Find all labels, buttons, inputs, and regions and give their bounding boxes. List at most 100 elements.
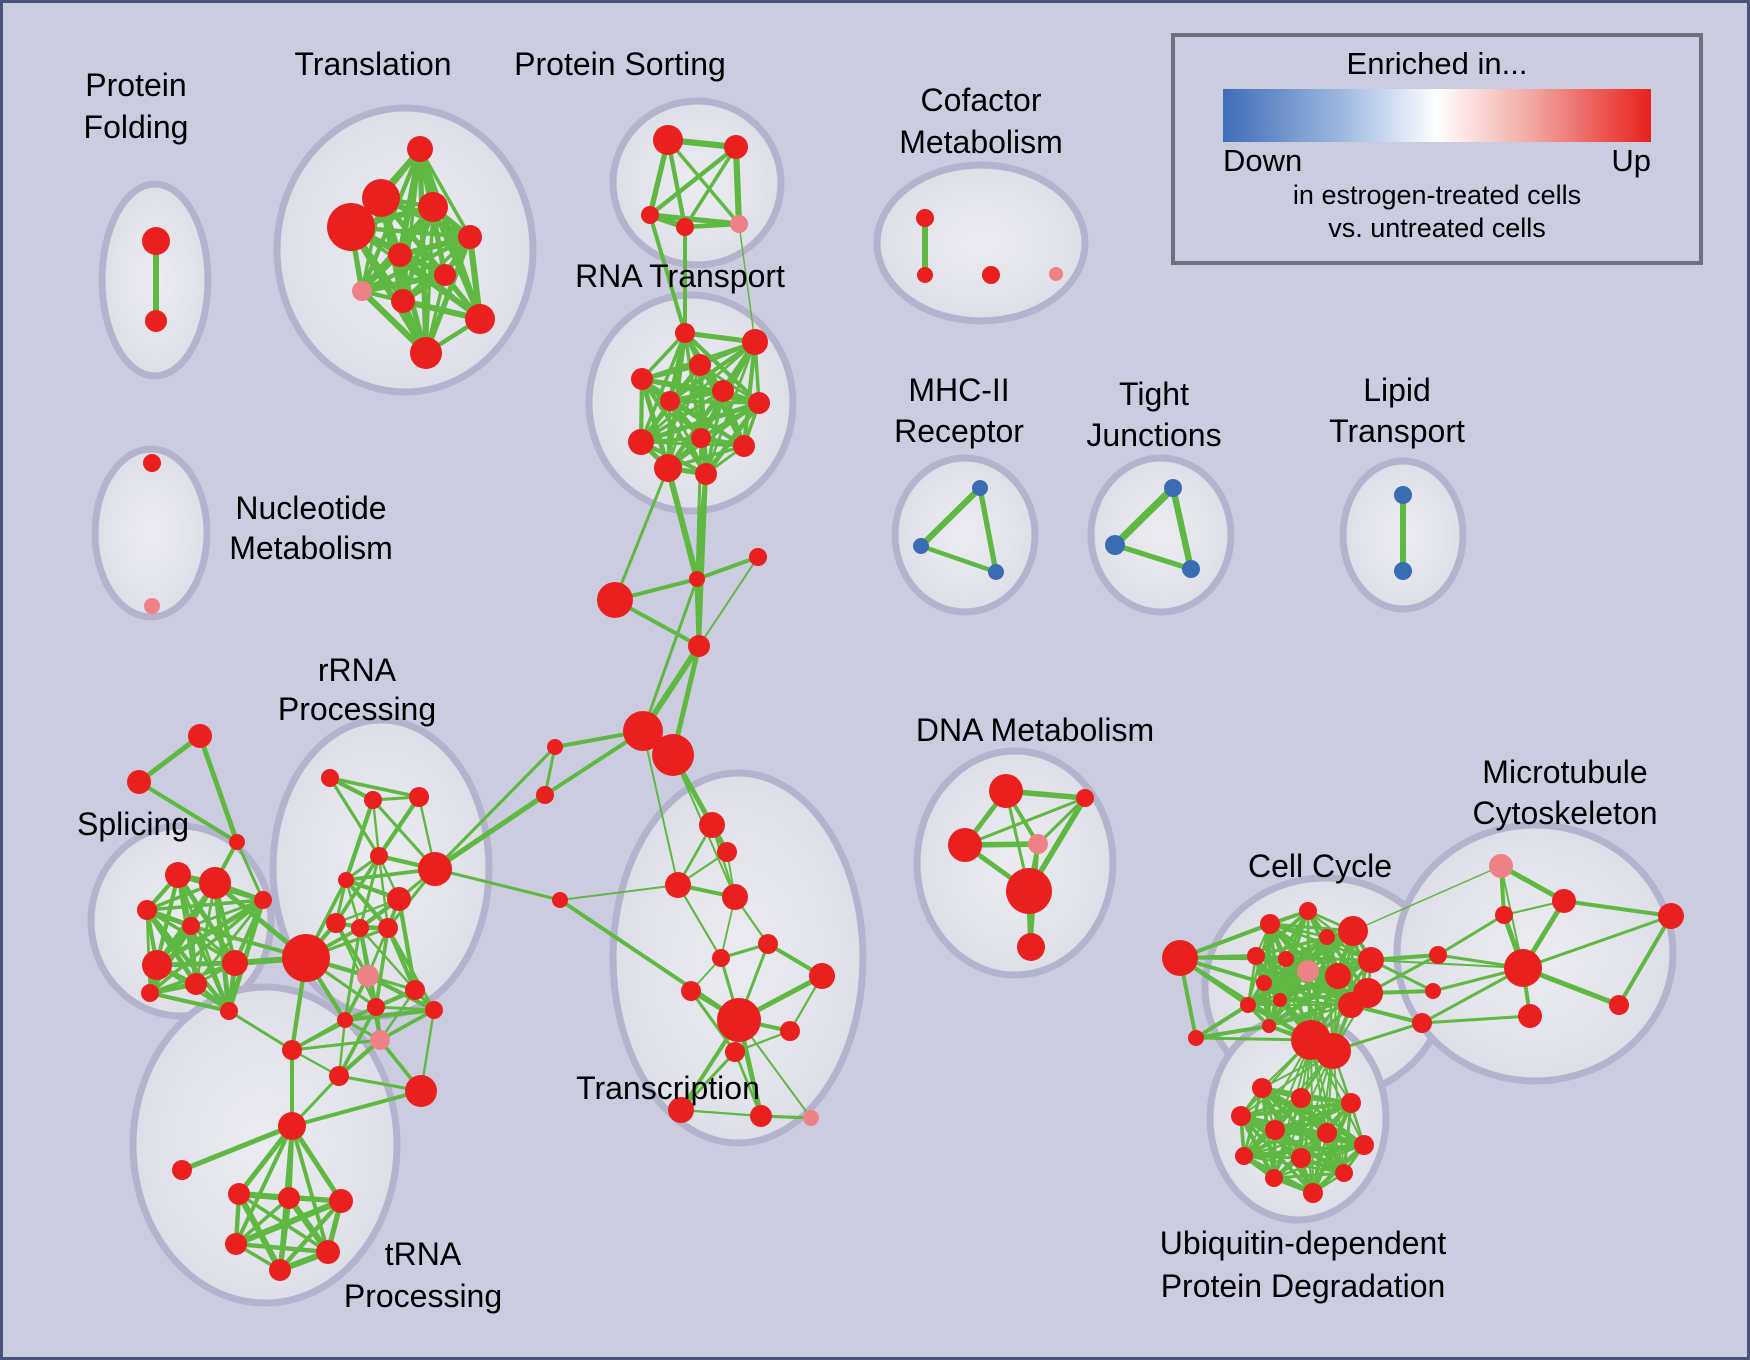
gene-set-node-cell-cycle[interactable] bbox=[1319, 929, 1335, 945]
gene-set-node-splicing[interactable] bbox=[142, 950, 172, 980]
gene-set-node-trna-processing[interactable] bbox=[278, 1112, 306, 1140]
gene-set-node-ubiquitin-degradation[interactable] bbox=[1265, 1169, 1283, 1187]
gene-set-node-transcription[interactable] bbox=[681, 981, 701, 1001]
gene-set-node-dna-metabolism[interactable] bbox=[1028, 834, 1048, 854]
gene-set-node-protein-sorting[interactable] bbox=[641, 206, 659, 224]
gene-set-node-cell-cycle[interactable] bbox=[1325, 963, 1351, 989]
gene-set-node-splicing[interactable] bbox=[220, 1002, 238, 1020]
gene-set-node-cell-cycle[interactable] bbox=[1262, 1019, 1276, 1033]
gene-set-node-rrna-processing[interactable] bbox=[370, 847, 388, 865]
gene-set-node-transcription[interactable] bbox=[750, 1105, 772, 1127]
gene-set-node-translation[interactable] bbox=[388, 243, 412, 267]
gene-set-node-transcription[interactable] bbox=[668, 1097, 694, 1123]
gene-set-node-rrna-processing[interactable] bbox=[405, 980, 425, 1000]
connector-node[interactable] bbox=[127, 770, 151, 794]
gene-set-node-cell-cycle[interactable] bbox=[1273, 993, 1287, 1007]
connector-node[interactable] bbox=[749, 548, 767, 566]
gene-set-node-trna-processing[interactable] bbox=[225, 1233, 247, 1255]
gene-set-node-trna-processing[interactable] bbox=[316, 1240, 340, 1264]
connector-node[interactable] bbox=[1429, 946, 1447, 964]
gene-set-node-ubiquitin-degradation[interactable] bbox=[1291, 1148, 1311, 1168]
gene-set-node-rrna-processing[interactable] bbox=[351, 919, 369, 937]
gene-set-node-rna-transport[interactable] bbox=[695, 463, 717, 485]
connector-node[interactable] bbox=[689, 571, 705, 587]
gene-set-node-rrna-processing[interactable] bbox=[282, 934, 330, 982]
gene-set-node-dna-metabolism[interactable] bbox=[1006, 868, 1052, 914]
gene-set-node-translation[interactable] bbox=[391, 289, 415, 313]
gene-set-node-splicing[interactable] bbox=[182, 917, 200, 935]
connector-node[interactable] bbox=[188, 724, 212, 748]
gene-set-node-rrna-processing[interactable] bbox=[364, 791, 382, 809]
gene-set-node-splicing[interactable] bbox=[222, 950, 248, 976]
gene-set-node-rrna-processing[interactable] bbox=[321, 769, 339, 787]
gene-set-node-translation[interactable] bbox=[352, 281, 372, 301]
gene-set-node-transcription[interactable] bbox=[717, 842, 737, 862]
gene-set-node-rna-transport[interactable] bbox=[628, 429, 654, 455]
gene-set-node-cell-cycle[interactable] bbox=[1299, 902, 1317, 920]
gene-set-node-splicing[interactable] bbox=[137, 900, 157, 920]
gene-set-node-rrna-processing[interactable] bbox=[405, 1075, 437, 1107]
gene-set-node-dna-metabolism[interactable] bbox=[1076, 789, 1094, 807]
connector-node[interactable] bbox=[552, 892, 568, 908]
gene-set-node-ubiquitin-degradation[interactable] bbox=[1354, 1135, 1374, 1155]
gene-set-node-protein-sorting[interactable] bbox=[730, 215, 748, 233]
gene-set-node-rna-transport[interactable] bbox=[689, 354, 711, 376]
gene-set-node-rrna-processing[interactable] bbox=[378, 918, 398, 938]
gene-set-node-mhc-ii-receptor[interactable] bbox=[913, 538, 929, 554]
gene-set-node-protein-folding[interactable] bbox=[145, 310, 167, 332]
gene-set-node-cofactor-metabolism[interactable] bbox=[982, 266, 1000, 284]
gene-set-node-nucleotide-metabolism[interactable] bbox=[143, 454, 161, 472]
gene-set-node-protein-sorting[interactable] bbox=[724, 135, 748, 159]
gene-set-node-tight-junctions[interactable] bbox=[1182, 560, 1200, 578]
gene-set-node-lipid-transport[interactable] bbox=[1394, 562, 1412, 580]
gene-set-node-dna-metabolism[interactable] bbox=[948, 828, 982, 862]
gene-set-node-translation[interactable] bbox=[407, 136, 433, 162]
gene-set-node-trna-processing[interactable] bbox=[228, 1183, 250, 1205]
connector-node[interactable] bbox=[688, 635, 710, 657]
gene-set-node-translation[interactable] bbox=[434, 264, 456, 286]
gene-set-node-translation[interactable] bbox=[327, 203, 375, 251]
gene-set-node-transcription[interactable] bbox=[803, 1110, 819, 1126]
gene-set-node-microtubule-cytoskeleton[interactable] bbox=[1518, 1004, 1542, 1028]
connector-node[interactable] bbox=[547, 739, 563, 755]
gene-set-node-rrna-processing[interactable] bbox=[337, 1012, 353, 1028]
gene-set-node-mhc-ii-receptor[interactable] bbox=[972, 480, 988, 496]
gene-set-node-transcription[interactable] bbox=[809, 963, 835, 989]
gene-set-node-microtubule-cytoskeleton[interactable] bbox=[1504, 949, 1542, 987]
gene-set-node-lipid-transport[interactable] bbox=[1394, 486, 1412, 504]
gene-set-node-rrna-processing[interactable] bbox=[357, 965, 379, 987]
gene-set-node-transcription[interactable] bbox=[780, 1021, 800, 1041]
gene-set-node-tight-junctions[interactable] bbox=[1105, 535, 1125, 555]
gene-set-node-tight-junctions[interactable] bbox=[1164, 479, 1182, 497]
gene-set-node-rna-transport[interactable] bbox=[712, 380, 734, 402]
gene-set-node-transcription[interactable] bbox=[699, 812, 725, 838]
gene-set-node-transcription[interactable] bbox=[725, 1042, 745, 1062]
gene-set-node-cell-cycle[interactable] bbox=[1315, 1033, 1351, 1069]
gene-set-node-microtubule-cytoskeleton[interactable] bbox=[1552, 889, 1576, 913]
gene-set-node-rrna-processing[interactable] bbox=[418, 852, 452, 886]
gene-set-node-translation[interactable] bbox=[458, 225, 482, 249]
gene-set-node-microtubule-cytoskeleton[interactable] bbox=[1495, 906, 1513, 924]
gene-set-node-microtubule-cytoskeleton[interactable] bbox=[1658, 903, 1684, 929]
gene-set-node-splicing[interactable] bbox=[199, 867, 231, 899]
connector-node[interactable] bbox=[623, 711, 663, 751]
gene-set-node-rna-transport[interactable] bbox=[660, 391, 680, 411]
gene-set-node-cell-cycle[interactable] bbox=[1240, 997, 1256, 1013]
gene-set-node-ubiquitin-degradation[interactable] bbox=[1317, 1123, 1337, 1143]
gene-set-node-dna-metabolism[interactable] bbox=[989, 774, 1023, 808]
gene-set-node-protein-sorting[interactable] bbox=[676, 218, 694, 236]
gene-set-node-rna-transport[interactable] bbox=[691, 428, 711, 448]
connector-node[interactable] bbox=[1162, 940, 1198, 976]
gene-set-node-protein-folding[interactable] bbox=[142, 227, 170, 255]
gene-set-node-rrna-processing[interactable] bbox=[425, 1001, 443, 1019]
connector-node[interactable] bbox=[652, 734, 694, 776]
gene-set-node-microtubule-cytoskeleton[interactable] bbox=[1609, 995, 1629, 1015]
gene-set-node-translation[interactable] bbox=[465, 304, 495, 334]
connector-node[interactable] bbox=[1188, 1030, 1204, 1046]
gene-set-node-trna-processing[interactable] bbox=[278, 1187, 300, 1209]
gene-set-node-translation[interactable] bbox=[418, 192, 448, 222]
gene-set-node-cell-cycle[interactable] bbox=[1338, 992, 1364, 1018]
gene-set-node-rrna-processing[interactable] bbox=[282, 1040, 302, 1060]
gene-set-node-cofactor-metabolism[interactable] bbox=[1049, 267, 1063, 281]
gene-set-node-dna-metabolism[interactable] bbox=[1017, 933, 1045, 961]
